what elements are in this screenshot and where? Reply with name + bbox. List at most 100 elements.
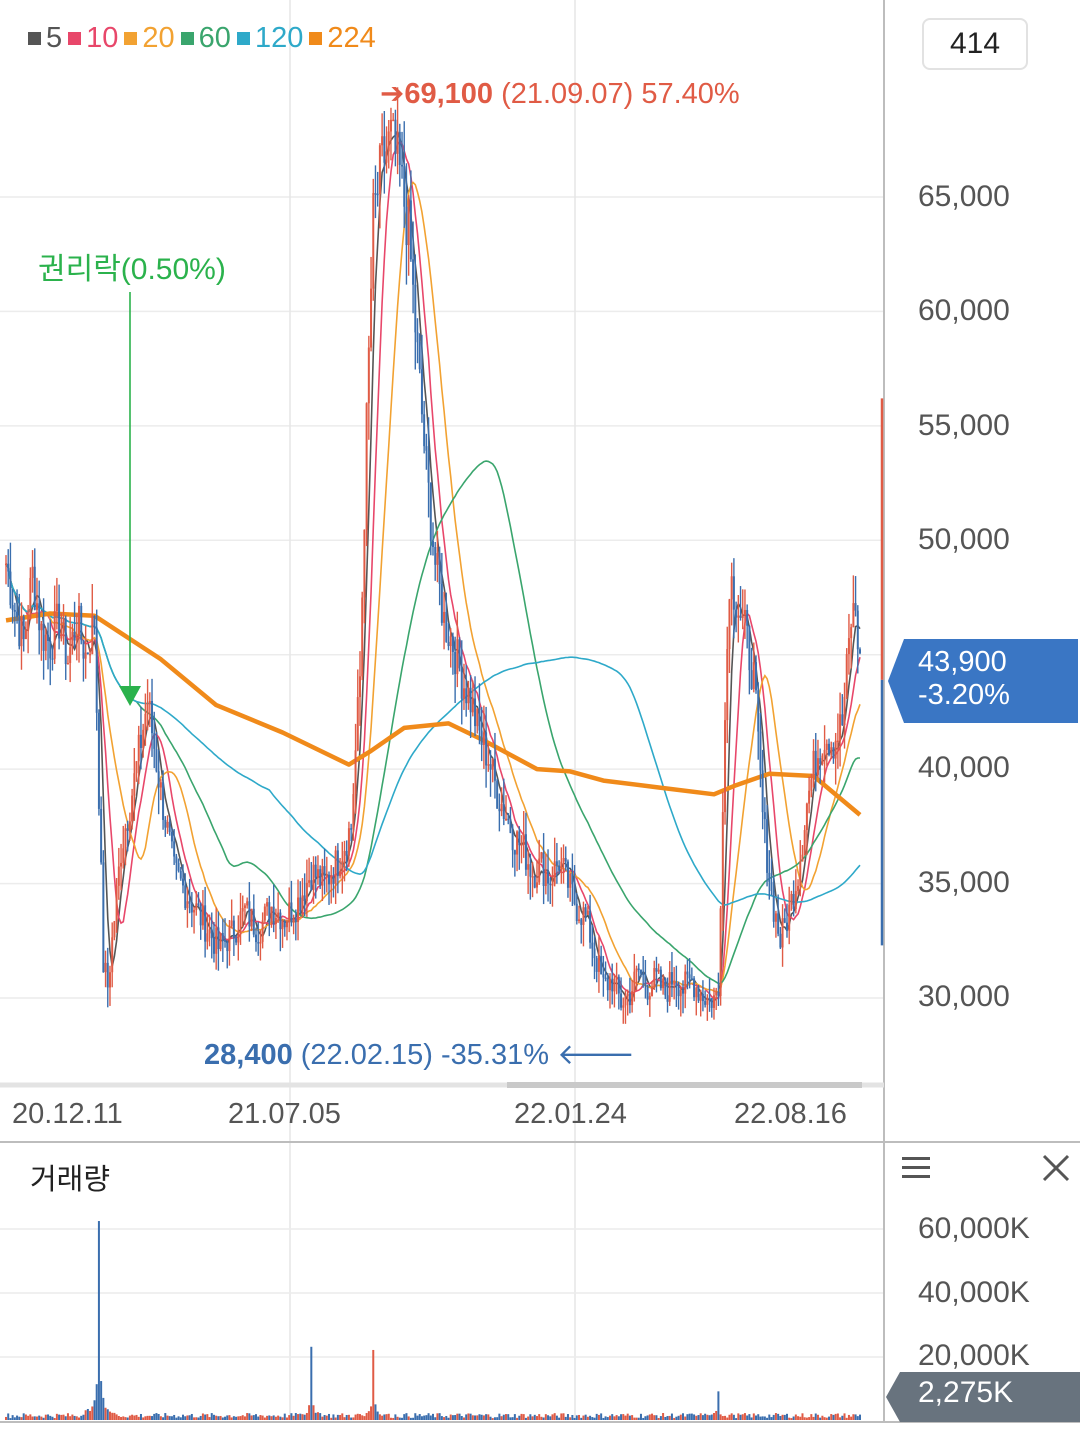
- candle-body: [436, 553, 439, 565]
- candle-body: [246, 901, 249, 906]
- volume-bar: [210, 1413, 213, 1420]
- volume-bar: [153, 1413, 156, 1420]
- candle-body: [257, 942, 260, 944]
- volume-bar: [367, 1411, 370, 1420]
- legend-ma10[interactable]: 10: [68, 22, 118, 55]
- volume-bar: [190, 1413, 193, 1420]
- volume-bar: [155, 1413, 158, 1420]
- candle-body: [405, 206, 408, 246]
- volume-bar: [416, 1415, 419, 1420]
- candle-body: [199, 905, 202, 926]
- candle-body: [739, 615, 742, 618]
- candle-body: [626, 993, 629, 997]
- candle-body: [845, 654, 848, 697]
- volume-bar: [569, 1417, 572, 1420]
- volume-bar: [719, 1414, 722, 1420]
- legend-ma120[interactable]: 120: [236, 22, 303, 55]
- volume-bar: [241, 1415, 244, 1420]
- current-price-box: [888, 639, 1078, 723]
- volume-bar: [106, 1409, 109, 1420]
- volume-bar: [18, 1416, 21, 1420]
- x-tick-label: 22.08.16: [734, 1098, 847, 1130]
- volume-bar: [27, 1415, 30, 1420]
- volume-bar: [285, 1417, 288, 1420]
- volume-bar: [564, 1416, 567, 1420]
- volume-bar: [615, 1415, 618, 1420]
- candle-body: [465, 688, 468, 704]
- volume-bar: [662, 1413, 665, 1420]
- candle-body: [100, 808, 103, 863]
- candle-body: [642, 973, 645, 976]
- volume-bar: [334, 1417, 337, 1420]
- candle-body: [352, 794, 355, 829]
- candle-body: [18, 617, 21, 647]
- volume-bar: [133, 1415, 136, 1420]
- candle-body: [71, 631, 74, 648]
- volume-bar: [708, 1415, 711, 1420]
- candle-body: [206, 933, 209, 942]
- legend-ma224[interactable]: 224: [309, 22, 376, 55]
- volume-bar: [750, 1417, 753, 1420]
- candle-body: [303, 895, 306, 902]
- volume-bar: [456, 1413, 459, 1420]
- candle-body: [398, 132, 401, 165]
- volume-bar: [64, 1416, 67, 1420]
- candle-body: [51, 658, 54, 660]
- volume-bar: [263, 1417, 266, 1420]
- volume-bar: [115, 1414, 118, 1420]
- candle-body: [86, 652, 89, 655]
- candle-body: [212, 938, 215, 954]
- low-detail: (22.02.15) -35.31%: [300, 1039, 550, 1071]
- candle-count-box[interactable]: 414: [922, 18, 1028, 70]
- volume-bar: [520, 1413, 523, 1420]
- legend-ma60[interactable]: 60: [180, 22, 231, 55]
- volume-bar: [491, 1418, 494, 1420]
- candle-body: [217, 927, 220, 950]
- candle-body: [153, 733, 156, 749]
- volume-bar: [617, 1416, 620, 1420]
- candle-body: [126, 828, 129, 831]
- candle-body: [706, 997, 709, 1005]
- volume-bar: [224, 1416, 227, 1420]
- legend-swatch: [309, 32, 323, 45]
- candle-body: [91, 616, 94, 654]
- volume-bar: [71, 1414, 74, 1420]
- y-tick-label: 40,000: [918, 751, 1010, 784]
- volume-bar: [746, 1415, 749, 1420]
- candle-body: [221, 932, 224, 941]
- candle-body: [701, 993, 704, 1002]
- candle-body: [354, 750, 357, 795]
- candle-body: [469, 687, 472, 713]
- volume-bar: [414, 1413, 417, 1420]
- volume-bar: [794, 1414, 797, 1420]
- legend-ma20[interactable]: 20: [124, 22, 175, 55]
- volume-bar: [697, 1415, 700, 1420]
- candle-body: [847, 638, 850, 655]
- volume-bar: [507, 1414, 510, 1420]
- candle-body: [261, 920, 264, 942]
- candle-body: [675, 983, 678, 987]
- high-price-annotation: ➔69,100 (21.09.07) 57.40%: [380, 76, 740, 111]
- candle-body: [693, 978, 696, 998]
- volume-bar: [799, 1416, 802, 1420]
- candle-body: [252, 908, 255, 935]
- volume-bar: [259, 1415, 262, 1420]
- legend-ma5[interactable]: 5: [28, 22, 62, 55]
- candle-body: [591, 942, 594, 949]
- volume-bar: [843, 1413, 846, 1420]
- candle-body: [332, 877, 335, 884]
- volume-bar: [162, 1417, 165, 1420]
- volume-bar: [573, 1417, 576, 1420]
- volume-bar: [201, 1413, 204, 1420]
- close-icon[interactable]: [1038, 1150, 1074, 1186]
- volume-bar: [108, 1411, 111, 1420]
- volume-bar: [33, 1416, 36, 1420]
- volume-bar: [120, 1416, 123, 1420]
- volume-bar: [704, 1413, 707, 1420]
- candle-body: [235, 938, 238, 943]
- volume-bar: [611, 1414, 614, 1420]
- candle-body: [166, 821, 169, 828]
- menu-icon[interactable]: [900, 1154, 932, 1182]
- volume-bar: [305, 1412, 308, 1420]
